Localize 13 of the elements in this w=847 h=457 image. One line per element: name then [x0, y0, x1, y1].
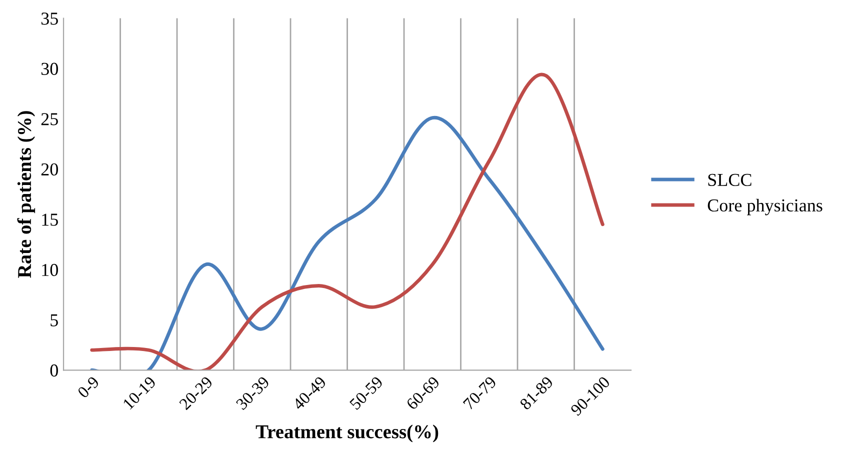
y-axis-title: Rate of patients (%) [17, 111, 36, 278]
y-tick-label: 5 [50, 314, 58, 326]
y-tick-label: 15 [42, 214, 58, 226]
y-tick-label: 30 [41, 62, 58, 75]
legend-label: Core physicians [708, 198, 822, 216]
y-tick-label: 10 [42, 264, 58, 276]
y-tick-label: 35 [41, 12, 58, 25]
x-tick-label: 0-9 [76, 376, 100, 399]
y-tick-label: 25 [41, 113, 58, 126]
y-tick-label: 0 [50, 364, 58, 377]
x-axis-title: Treatment success(%) [256, 424, 438, 442]
y-tick-label: 20 [41, 163, 58, 176]
legend-label: SLCC [708, 174, 752, 186]
